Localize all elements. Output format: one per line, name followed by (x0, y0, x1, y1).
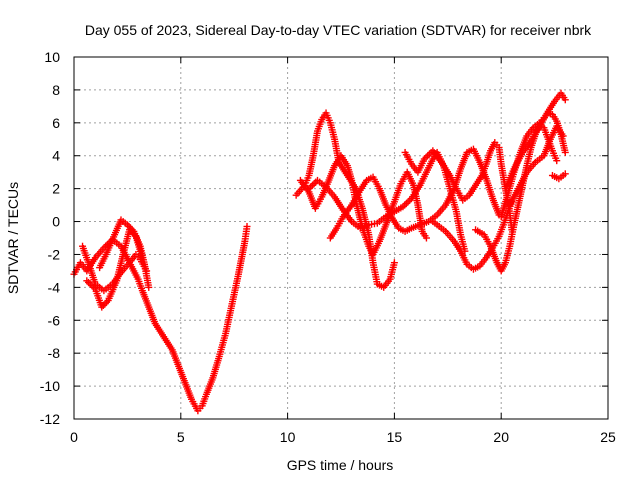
x-tick-label: 15 (387, 429, 403, 445)
y-tick-label: -2 (48, 246, 61, 262)
y-tick-label: -6 (48, 312, 61, 328)
data-point-interp (310, 180, 318, 188)
y-tick-label: 2 (52, 181, 60, 197)
y-tick-label: 4 (52, 148, 60, 164)
x-tick-label: 25 (600, 429, 616, 445)
data-point-interp (101, 300, 109, 308)
grid-lines (74, 57, 608, 419)
x-tick-label: 0 (70, 429, 78, 445)
chart-title: Day 055 of 2023, Sidereal Day-to-day VTE… (85, 22, 592, 38)
y-tick-label: -10 (40, 378, 60, 394)
data-point-interp (308, 181, 316, 189)
y-axis-label: SDTVAR / TECUs (5, 182, 21, 294)
data-point (561, 96, 569, 104)
y-tick-labels: -12 -10 -8 -6 -4 -2 0 2 4 6 8 10 (40, 49, 60, 427)
data-point (553, 157, 561, 165)
x-tick-label: 10 (280, 429, 296, 445)
y-tick-label: 10 (44, 49, 60, 65)
y-tick-label: -8 (48, 345, 61, 361)
data-point (561, 170, 569, 178)
y-tick-label: 6 (52, 115, 60, 131)
y-tick-label: -4 (48, 279, 61, 295)
x-tick-label: 20 (493, 429, 509, 445)
x-tick-labels: 0 5 10 15 20 25 (70, 429, 616, 445)
y-tick-label: 0 (52, 214, 60, 230)
y-tick-label: 8 (52, 82, 60, 98)
data-point-interp (404, 198, 412, 206)
data-point (390, 259, 398, 267)
x-tick-label: 5 (177, 429, 185, 445)
data-point-interp (424, 152, 432, 160)
data-point (559, 132, 567, 140)
y-tick-label: -12 (40, 411, 60, 427)
data-point (243, 222, 251, 230)
data-point (145, 283, 153, 291)
data-point (83, 277, 91, 285)
data-point (561, 148, 569, 156)
x-axis-label: GPS time / hours (287, 457, 394, 473)
axis-ticks (73, 56, 609, 420)
data-point-interp (402, 199, 410, 207)
data-marks (70, 89, 569, 415)
plot-frame (73, 56, 609, 420)
data-point (422, 234, 430, 242)
